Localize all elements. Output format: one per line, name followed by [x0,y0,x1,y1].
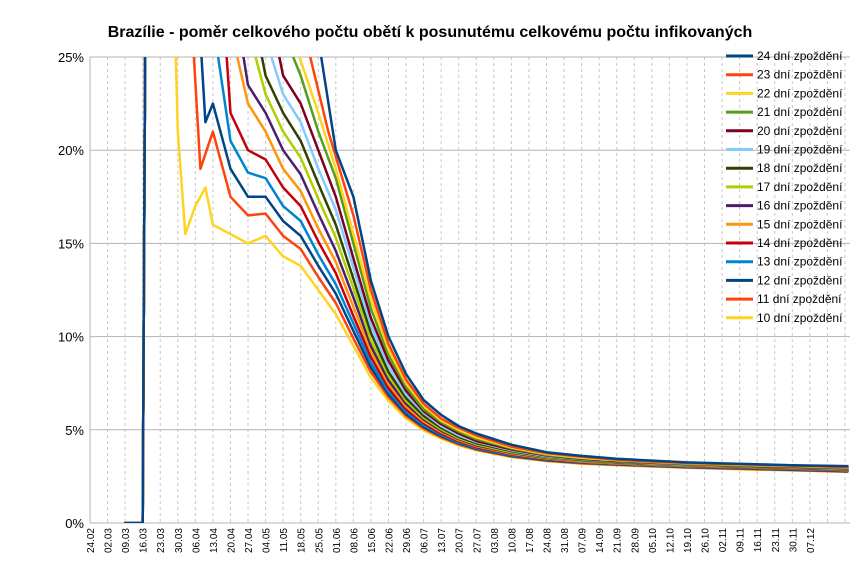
x-tick-label: 07.12 [806,528,817,553]
x-tick-label: 06.04 [191,528,202,553]
x-tick-label: 02.11 [718,528,729,553]
y-tick-label: 25% [58,50,84,65]
x-tick-label: 03.08 [490,528,501,553]
x-tick-label: 23.03 [156,528,167,553]
x-tick-label: 10.08 [507,528,518,553]
x-tick-label: 20.07 [455,528,466,553]
legend-label: 14 dní zpoždění [757,236,843,250]
legend-label: 12 dní zpoždění [757,273,843,287]
plot-frame [89,57,850,524]
x-tick-label: 17.08 [525,528,536,553]
legend-label: 22 dní zpoždění [757,86,843,100]
series-line [123,57,849,523]
legend-label: 19 dní zpoždění [757,143,843,157]
x-tick-label: 07.09 [578,528,589,553]
x-tick-label: 08.06 [349,528,360,553]
chart-legend: 24 dní zpoždění 23 dní zpoždění 22 dní zpo… [726,49,843,325]
x-tick-label: 23.11 [771,528,782,553]
legend-label: 20 dní zpoždění [757,124,843,138]
legend-label: 24 dní zpoždění [757,49,843,63]
legend-label: 23 dní zpoždění [757,68,843,82]
x-tick-label: 13.07 [437,528,448,553]
x-tick-label: 18.05 [297,528,308,553]
x-tick-label: 28.09 [630,528,641,553]
x-tick-label: 21.09 [613,528,624,553]
x-tick-label: 24.08 [543,528,554,553]
x-tick-label: 30.03 [174,528,185,553]
x-tick-label: 06.07 [420,528,431,553]
x-tick-label: 26.10 [701,528,712,553]
x-tick-label: 16.11 [753,528,764,553]
legend-label: 10 dní zpoždění [757,311,843,325]
y-tick-label: 5% [65,423,84,438]
series-lines [123,57,849,523]
x-tick-label: 20.04 [226,528,237,553]
x-tick-label: 15.06 [367,528,378,553]
y-tick-label: 20% [58,143,84,158]
legend-label: 13 dní zpoždění [757,255,843,269]
x-tick-label: 31.08 [560,528,571,553]
x-tick-label: 14.09 [595,528,606,553]
x-tick-label: 09.03 [121,528,132,553]
legend-label: 11 dní zpoždění [757,292,842,306]
legend-label: 18 dní zpoždění [757,161,843,175]
legend-label: 15 dní zpoždění [757,217,843,231]
x-tick-label: 05.10 [648,528,659,553]
y-axis-ticks: 0% 5% 10% 15% 20% 25% [58,50,84,531]
x-tick-label: 16.03 [139,528,150,553]
x-tick-label: 27.07 [472,528,483,553]
x-tick-label: 12.10 [665,528,676,553]
x-tick-label: 11.05 [279,528,290,553]
x-tick-label: 09.11 [736,528,747,553]
x-tick-label: 19.10 [683,528,694,553]
x-tick-label: 29.06 [402,528,413,553]
legend-label: 17 dní zpoždění [757,180,843,194]
legend-label: 16 dní zpoždění [757,199,843,213]
y-tick-label: 0% [65,516,84,531]
x-tick-label: 02.03 [104,528,115,553]
x-tick-label: 27.04 [244,528,255,553]
x-tick-label: 13.04 [209,528,220,553]
x-tick-label: 30.11 [788,528,799,553]
x-tick-label: 25.05 [314,528,325,553]
x-tick-label: 01.06 [332,528,343,553]
y-tick-label: 10% [58,330,84,345]
chart-title: Brazílie - poměr celkového počtu obětí k… [108,24,753,41]
x-tick-label: 22.06 [384,528,395,553]
y-tick-label: 15% [58,236,84,251]
legend-label: 21 dní zpoždění [757,105,843,119]
x-tick-label: 04.05 [262,528,273,553]
x-axis-ticks: 24.02 02.03 09.03 16.03 23.03 30.03 06.04 13.04… [86,528,817,553]
x-tick-label: 24.02 [86,528,97,553]
